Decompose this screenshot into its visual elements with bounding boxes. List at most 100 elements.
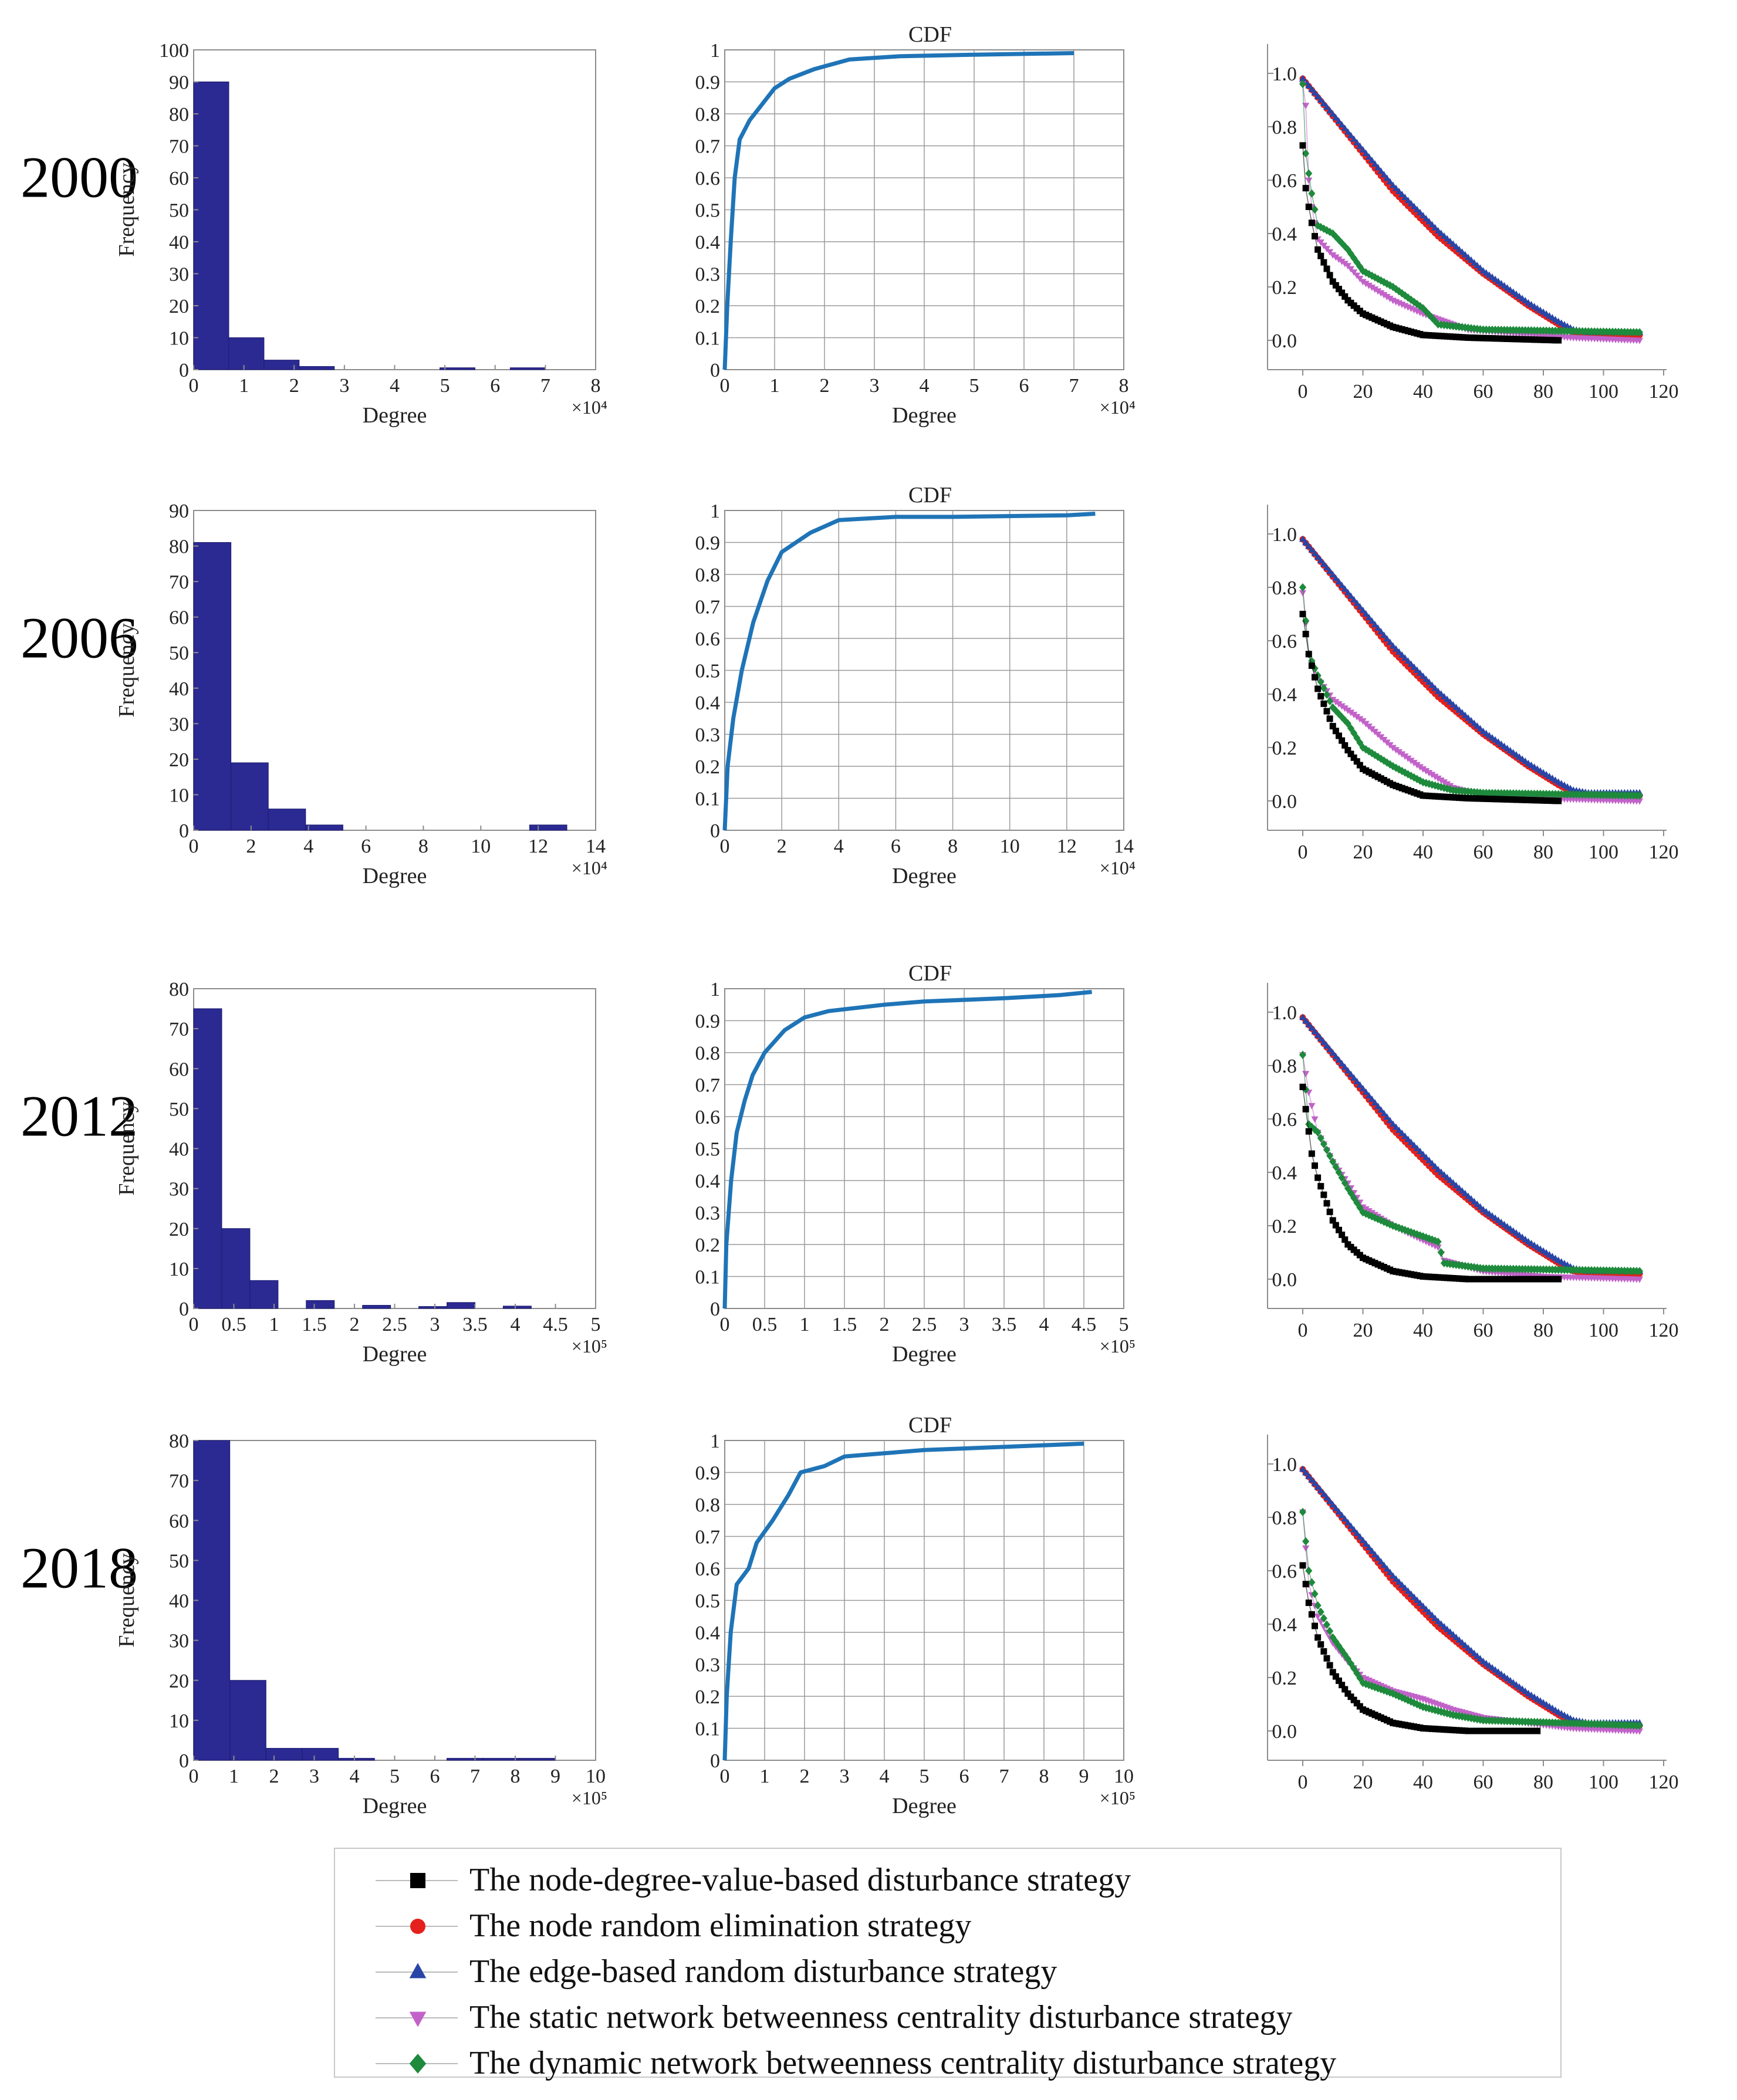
histogram-bar [193, 542, 232, 831]
series-marker [1398, 1581, 1406, 1588]
series-marker [1347, 750, 1354, 758]
series-marker [1323, 1620, 1331, 1629]
histogram-y-tick-label: 60 [169, 1059, 189, 1080]
series-marker [1350, 596, 1358, 603]
series-marker [1308, 1476, 1316, 1483]
cdf-y-tick-label: 0.5 [695, 1591, 721, 1612]
cdf-y-tick-label: 0.9 [695, 1463, 721, 1484]
cdf-x-tick-label: 2 [800, 1766, 810, 1787]
series-marker [1410, 760, 1418, 767]
series-marker [1332, 699, 1340, 706]
series-marker [1308, 1103, 1316, 1110]
series-marker [1368, 285, 1376, 292]
series-marker [1386, 1568, 1394, 1575]
series-marker [1317, 1183, 1324, 1190]
series-marker [1317, 693, 1324, 700]
series-marker [1341, 705, 1349, 712]
series-marker [1344, 128, 1351, 135]
series-marker [1326, 1151, 1334, 1160]
cdf-title: CDF [908, 1413, 952, 1438]
series-marker [1326, 107, 1334, 114]
series-marker [1323, 265, 1330, 272]
cdf-x-tick-label: 2 [820, 375, 830, 397]
series-marker [1332, 254, 1340, 261]
histogram-x-tick-label: 2 [289, 375, 299, 397]
series-marker [1299, 583, 1307, 592]
series-marker [1320, 700, 1327, 707]
series-marker [1377, 167, 1385, 174]
series-marker [1311, 549, 1319, 556]
histogram-x-tick-label: 1 [239, 375, 249, 397]
year-label: 2018 [21, 1536, 138, 1601]
series-marker [1323, 708, 1330, 715]
series-marker [1302, 149, 1310, 158]
robustness-y-tick-label: 0.4 [1272, 684, 1297, 706]
series-line [1302, 1469, 1640, 1726]
histogram-x-tick-label: 3 [309, 1766, 319, 1787]
series-static [1299, 590, 1644, 805]
series-marker [1350, 754, 1357, 761]
series-marker [1410, 1593, 1418, 1600]
cdf-y-tick-label: 0.8 [695, 104, 721, 126]
series-marker [1404, 657, 1412, 664]
series-marker [1452, 1182, 1460, 1189]
series-marker [1326, 1626, 1334, 1635]
series-marker [1320, 684, 1327, 693]
robustness-y-tick-label: 0.0 [1272, 1269, 1297, 1291]
histogram-bar [447, 1758, 484, 1761]
series-marker [1312, 674, 1318, 681]
series-marker [1476, 1655, 1484, 1662]
series-marker [1434, 1245, 1442, 1251]
histogram-y-tick-label: 40 [169, 678, 189, 700]
series-line [1302, 78, 1640, 336]
robustness-x-tick-label: 0 [1298, 1320, 1308, 1341]
cdf-y-tick-label: 0.1 [695, 328, 721, 350]
robustness-y-tick-label: 1.0 [1272, 1002, 1297, 1024]
cdf-x-tick-label: 1 [800, 1314, 810, 1335]
series-marker [1308, 1611, 1315, 1618]
series-marker [1404, 1587, 1412, 1594]
series-marker [1434, 1617, 1442, 1624]
series-marker [1299, 1013, 1307, 1020]
legend-item-dynamic: The dynamic network betweenness centrali… [376, 2045, 1336, 2081]
series-marker [1329, 1157, 1337, 1166]
year-label: 2012 [21, 1084, 138, 1149]
series-marker [1474, 1201, 1481, 1207]
cdf-x-tick-label: 8 [948, 836, 958, 857]
series-marker [1305, 1566, 1313, 1575]
series-marker [1455, 1184, 1463, 1191]
series-marker [1371, 286, 1379, 293]
series-marker [1410, 1141, 1418, 1148]
series-marker [1339, 289, 1346, 296]
series-marker [1341, 1515, 1349, 1522]
histogram-y-tick-label: 50 [169, 1098, 189, 1120]
robustness-x-tick-label: 20 [1353, 1771, 1373, 1793]
series-marker [1359, 1536, 1367, 1543]
robustness-x-tick-label: 120 [1649, 1320, 1679, 1341]
series-marker [1332, 1162, 1340, 1172]
cdf-y-tick-label: 0.9 [695, 72, 721, 94]
cdf-curve [722, 51, 1074, 370]
cdf-y-tick-label: 0.7 [695, 1075, 721, 1097]
cdf-x-tick-label: 1 [760, 1766, 770, 1787]
histogram-bar [231, 762, 269, 831]
series-marker [1365, 1543, 1373, 1550]
series-marker [1416, 208, 1424, 215]
series-marker [1311, 1479, 1319, 1486]
histogram-x-tick-label: 10 [471, 836, 491, 857]
series-edge [1299, 1013, 1644, 1274]
histogram-x-tick-label: 4 [390, 375, 400, 397]
legend-item-static: The static network betweenness centralit… [376, 1999, 1293, 2035]
cdf-title: CDF [908, 483, 952, 508]
series-marker [1365, 613, 1373, 620]
series-marker [1422, 675, 1430, 682]
series-marker [1336, 732, 1342, 739]
cdf-y-tick-label: 0.2 [695, 1235, 721, 1256]
cdf-y-tick-label: 0 [710, 1298, 720, 1320]
series-marker [1332, 1504, 1340, 1511]
histogram-x-tick-label: 1.5 [302, 1314, 327, 1335]
cdf-y-tick-label: 0.2 [695, 1686, 721, 1708]
robustness-x-tick-label: 40 [1413, 381, 1433, 403]
series-marker [1464, 1644, 1472, 1651]
